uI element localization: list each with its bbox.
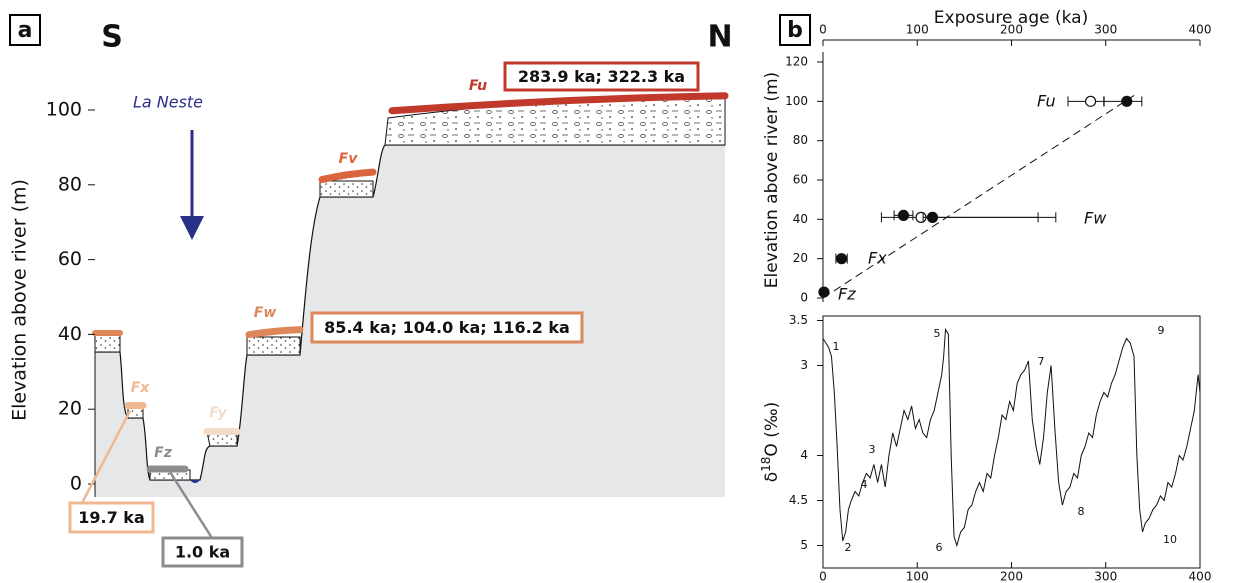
y-tick-label: 0: [70, 473, 82, 495]
terrace-label: Fx: [131, 380, 151, 396]
y-tick-label: 3: [800, 358, 808, 372]
age-label: 1.0 ka: [175, 543, 230, 562]
deposit: [319, 180, 374, 198]
river-label: La Neste: [133, 93, 203, 112]
stage-label: 2: [845, 541, 852, 554]
leader-line: [168, 471, 214, 539]
age-box: [68, 501, 155, 534]
age-label: 19.7 ka: [78, 508, 144, 527]
y-tick-label: 4.5: [789, 493, 808, 507]
data-point: [1121, 95, 1133, 107]
point-label: Fw: [1084, 209, 1107, 228]
data-point: [1084, 95, 1097, 107]
y-tick-label: 60: [58, 248, 82, 270]
y-axis-label: Elevation above river (m): [9, 179, 31, 421]
x-axis-label: Exposure age (ka): [934, 8, 1088, 28]
y-tick-label: 80: [58, 173, 82, 195]
terrace-label: Fv: [339, 151, 359, 167]
stage-label: 5: [934, 327, 941, 340]
y-tick-label: 100: [785, 94, 808, 108]
terrace-surface: [388, 92, 729, 115]
y-tick-label: 40: [793, 212, 808, 226]
stage-label: 3: [869, 443, 876, 456]
terrace-label: Fw: [254, 305, 277, 321]
age-box: [161, 536, 244, 568]
x-tick-label: 100: [906, 570, 929, 583]
ylabel-part: O (‰): [762, 402, 782, 457]
error-bar: [922, 212, 1039, 223]
y-tick-label: 100: [46, 99, 82, 121]
x-tick-label: 400: [1189, 570, 1212, 583]
stage-label: 8: [1078, 505, 1085, 518]
x-tick-label: 300: [1094, 23, 1117, 37]
stage-label: 9: [1158, 324, 1165, 337]
age-label: 85.4 ka; 104.0 ka; 116.2 ka: [324, 318, 570, 337]
panel-label: a: [18, 18, 33, 43]
stage-label: 10: [1163, 533, 1177, 546]
y-tick-label: 80: [793, 133, 808, 147]
direction-s: S: [101, 20, 123, 55]
y-tick-label: 40: [58, 323, 82, 345]
panel-box: [9, 14, 41, 46]
river: [190, 480, 200, 483]
terrace-surface: [245, 326, 304, 339]
point-label: Fx: [868, 249, 887, 268]
stage-label: 6: [936, 541, 943, 554]
deposit: [246, 336, 301, 356]
y-axis-label: Elevation above river (m): [762, 72, 782, 288]
ylabel-part: 18: [759, 457, 773, 472]
x-tick-label: 100: [906, 23, 929, 37]
age-label: 283.9 ka; 322.3 ka: [518, 67, 685, 86]
terrace-label: Fz: [154, 445, 173, 461]
y-tick-label: 20: [58, 398, 82, 420]
deposit: [94, 333, 121, 353]
fit-line: [822, 95, 1135, 299]
x-tick-label: 0: [819, 23, 827, 37]
y-axis-label: δ18O (‰): [759, 402, 783, 483]
leader-line: [80, 410, 132, 504]
y-tick-label: 60: [793, 173, 808, 187]
direction-n: N: [707, 20, 732, 55]
ylabel-part: δ: [762, 472, 782, 482]
data-point: [926, 211, 939, 223]
x-tick-label: 400: [1189, 23, 1212, 37]
panel-label: b: [787, 18, 803, 43]
x-tick-label: 200: [1000, 23, 1023, 37]
y-tick-label: 5: [800, 538, 808, 552]
stage-label: 4: [861, 478, 868, 491]
y-tick-label: 4: [800, 448, 808, 462]
terrace-label: Fy: [209, 405, 227, 421]
stage-label: 7: [1038, 355, 1045, 368]
age-box: [310, 311, 584, 344]
data-point: [835, 253, 848, 265]
x-tick-label: 300: [1094, 570, 1117, 583]
d18o-curve: [822, 327, 1201, 548]
y-tick-label: 0: [800, 291, 808, 305]
panel-box: [779, 14, 811, 46]
point-label: Fu: [1037, 92, 1056, 111]
age-box: [503, 61, 700, 92]
y-tick-label: 20: [793, 251, 808, 265]
terrace-surface: [318, 168, 377, 184]
x-tick-label: 200: [1000, 570, 1023, 583]
data-point: [818, 286, 830, 298]
point-label: Fz: [838, 285, 856, 304]
x-tick-label: 0: [819, 570, 827, 583]
y-tick-label: 120: [785, 55, 808, 69]
stage-label: 1: [833, 340, 840, 353]
terrace-label: Fu: [469, 78, 487, 94]
y-tick-label: 3.5: [789, 313, 808, 327]
data-point: [897, 209, 910, 221]
